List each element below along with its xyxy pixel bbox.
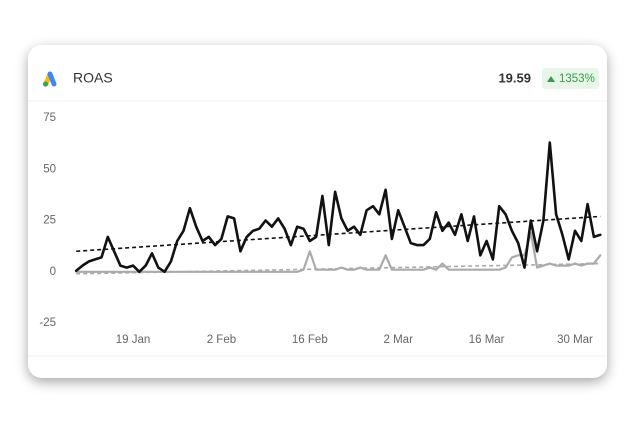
plot: -25 0 25 50 75 19 Jan 2 Feb 16 Feb 2 Mar 16 Mar 30… xyxy=(39,112,602,346)
x-tick-label: 16 Mar xyxy=(469,334,505,346)
y-tick-label: 0 xyxy=(50,266,56,278)
x-tick-label: 19 Jan xyxy=(116,334,151,346)
up-arrow xyxy=(547,76,555,82)
y-tick-label: -25 xyxy=(39,317,56,329)
x-tick-label: 2 Mar xyxy=(384,334,414,346)
y-tick-label: 50 xyxy=(43,163,56,175)
change-value: 1353% xyxy=(559,73,595,85)
series-line xyxy=(74,141,602,274)
x-tick-label: 2 Feb xyxy=(207,334,236,346)
ads-logo xyxy=(42,71,57,87)
x-tick-label: 16 Feb xyxy=(292,334,328,346)
y-tick-label: 25 xyxy=(43,215,56,227)
change-badge xyxy=(542,68,599,89)
card xyxy=(28,45,607,378)
y-tick-label: 75 xyxy=(43,112,56,124)
metric-value: 19.59 xyxy=(498,70,531,85)
card-title: ROAS xyxy=(73,70,113,86)
x-tick-label: 30 Mar xyxy=(557,334,593,346)
trend-line xyxy=(76,215,601,253)
